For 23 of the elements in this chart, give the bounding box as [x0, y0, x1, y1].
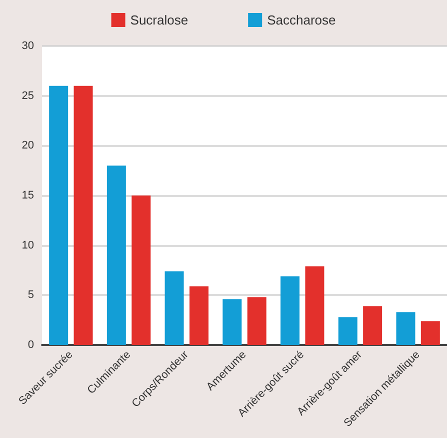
bar	[396, 312, 416, 345]
y-tick-label: 30	[22, 40, 34, 52]
y-tick-label: 0	[28, 339, 34, 351]
y-tick-label: 25	[22, 90, 34, 102]
bar	[189, 286, 208, 345]
y-tick-label: 15	[22, 190, 34, 202]
y-tick-label: 5	[28, 289, 34, 302]
legend-label: Sucralose	[130, 12, 188, 28]
bar	[280, 276, 300, 345]
bar	[420, 321, 440, 345]
bar	[106, 166, 126, 345]
bar	[363, 306, 382, 345]
bar	[132, 196, 151, 345]
y-tick-label: 20	[22, 140, 34, 152]
bar	[247, 297, 266, 345]
legend-label: Saccharose	[267, 12, 336, 28]
bar	[164, 271, 184, 345]
bar	[49, 86, 68, 345]
bar	[305, 266, 324, 345]
bar	[222, 299, 242, 345]
y-tick-label: 10	[22, 239, 34, 252]
bar	[338, 317, 358, 345]
bar	[74, 86, 93, 345]
